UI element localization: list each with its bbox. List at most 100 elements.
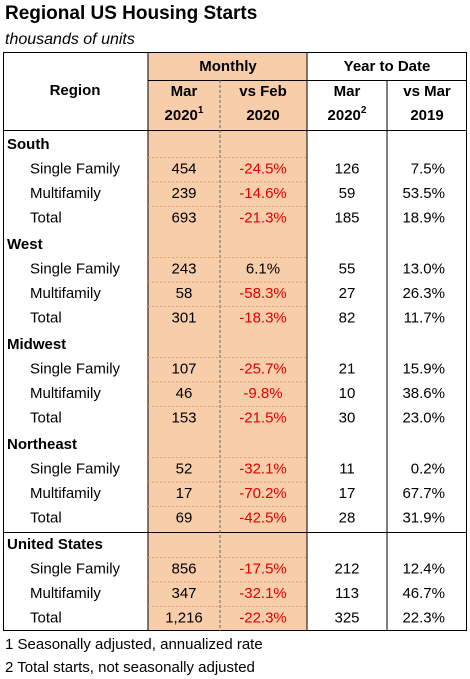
column-header: 2019: [410, 107, 443, 124]
row-label: Single Family: [30, 560, 121, 577]
cell-value: 10: [339, 385, 356, 402]
header-text: 2020: [246, 107, 279, 124]
cell-value: 126: [334, 160, 359, 177]
column-header: vs Mar: [403, 83, 451, 100]
column-header: 20201: [165, 105, 204, 124]
cell-value: -25.7%: [239, 360, 287, 377]
cell-value: 22.3%: [402, 609, 445, 626]
cell-value: 301: [171, 309, 196, 326]
cell-value: 12.4%: [402, 560, 445, 577]
cell-value: 31.9%: [402, 509, 445, 526]
cell-value: 113: [335, 585, 359, 602]
row-label: Single Family: [30, 460, 121, 477]
cell-value: 17: [176, 485, 193, 502]
cell-value: 212: [334, 560, 359, 577]
group-header: Year to Date: [344, 58, 431, 75]
row-label: Single Family: [30, 160, 121, 177]
cell-value: -21.3%: [239, 209, 287, 226]
column-header: vs Feb: [239, 83, 287, 100]
column-header: Mar: [171, 83, 198, 100]
footnote: 2 Total starts, not seasonally adjusted: [5, 659, 255, 676]
cell-value: 6.1%: [246, 260, 280, 277]
footnote-mark: 2: [361, 105, 367, 116]
cell-value: 185: [334, 209, 359, 226]
cell-value: -22.3%: [239, 609, 287, 626]
cell-value: 46: [176, 385, 193, 402]
row-label: Total: [30, 409, 62, 426]
column-header: Mar: [334, 83, 361, 100]
footnote-mark: 1: [198, 105, 204, 116]
header-text: 2020: [328, 107, 361, 124]
row-label: Multifamily: [30, 185, 101, 202]
cell-value: 58: [176, 285, 193, 302]
cell-value: 13.0%: [402, 260, 445, 277]
row-label: Total: [30, 509, 62, 526]
cell-value: 11.7%: [404, 309, 445, 326]
footnote: 1 Seasonally adjusted, annualized rate: [5, 636, 263, 653]
grid: [3, 52, 467, 631]
cell-value: 11: [339, 460, 355, 477]
section-name: West: [7, 236, 43, 253]
column-header: Region: [50, 82, 101, 99]
cell-value: 239: [171, 185, 196, 202]
cell-value: 856: [171, 560, 196, 577]
row-label: Multifamily: [30, 585, 101, 602]
cell-value: 28: [339, 509, 356, 526]
cell-value: 55: [339, 260, 356, 277]
cell-value: 46.7%: [402, 585, 445, 602]
section-name: Midwest: [7, 336, 66, 353]
title: Regional US Housing Starts: [5, 3, 257, 24]
cell-value: -42.5%: [239, 509, 287, 526]
cell-value: 38.6%: [402, 385, 445, 402]
header-text: 2020: [165, 107, 198, 124]
cell-value: 67.7%: [402, 485, 445, 502]
section-name: Northeast: [7, 436, 77, 453]
section-name: South: [7, 136, 50, 153]
cell-value: 454: [171, 160, 196, 177]
cell-value: -32.1%: [239, 585, 287, 602]
cell-value: 243: [171, 260, 196, 277]
monthly-shade: [148, 52, 307, 631]
cell-value: -14.6%: [239, 185, 287, 202]
cell-value: 59: [339, 185, 356, 202]
cell-value: -9.8%: [243, 385, 282, 402]
cell-value: 82: [339, 309, 356, 326]
cell-value: -70.2%: [239, 485, 287, 502]
row-label: Single Family: [30, 260, 121, 277]
cell-value: 52: [176, 460, 193, 477]
row-label: Total: [30, 609, 62, 626]
group-header: Monthly: [199, 58, 257, 75]
cell-value: 18.9%: [402, 209, 445, 226]
cell-value: 69: [176, 509, 193, 526]
cell-value: 27: [339, 285, 356, 302]
cell-value: 26.3%: [402, 285, 445, 302]
row-label: Multifamily: [30, 485, 101, 502]
cell-value: 53.5%: [402, 185, 445, 202]
column-header: 20202: [328, 105, 367, 124]
row-label: Total: [30, 209, 62, 226]
cell-value: 23.0%: [402, 409, 445, 426]
subtitle: thousands of units: [5, 31, 135, 48]
cell-value: -21.5%: [239, 409, 287, 426]
cell-value: -18.3%: [239, 309, 287, 326]
cell-value: 15.9%: [402, 360, 445, 377]
cell-value: 107: [171, 360, 196, 377]
cell-value: -24.5%: [239, 160, 287, 177]
cell-value: 17: [339, 485, 356, 502]
cell-value: -17.5%: [239, 560, 287, 577]
row-label: Total: [30, 309, 62, 326]
cell-value: 7.5%: [411, 160, 445, 177]
cell-value: 325: [334, 609, 359, 626]
row-label: Single Family: [30, 360, 121, 377]
row-label: Multifamily: [30, 385, 101, 402]
cell-value: 21: [339, 360, 356, 377]
cell-value: 30: [339, 409, 356, 426]
header-text: 2019: [410, 107, 443, 124]
cell-value: 693: [171, 209, 196, 226]
column-header: 2020: [246, 107, 279, 124]
cell-value: -32.1%: [239, 460, 287, 477]
section-name: United States: [7, 536, 103, 553]
cell-value: 153: [171, 409, 196, 426]
cell-value: -58.3%: [239, 285, 287, 302]
